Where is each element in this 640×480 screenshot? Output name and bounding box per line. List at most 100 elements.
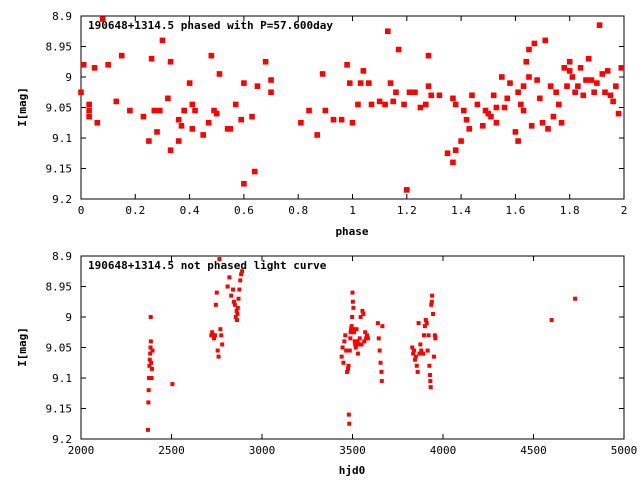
data-point xyxy=(150,348,155,353)
data-point xyxy=(363,330,368,335)
data-point xyxy=(181,107,187,114)
data-point xyxy=(485,110,492,117)
data-point xyxy=(99,16,106,22)
x-tick-label: 0 xyxy=(78,204,85,217)
data-point xyxy=(146,400,151,405)
y-tick-label: 9 xyxy=(65,311,72,324)
data-point xyxy=(520,83,527,89)
data-point xyxy=(419,348,424,353)
data-point xyxy=(549,318,554,323)
data-point xyxy=(208,52,215,59)
data-point xyxy=(353,345,358,350)
data-point xyxy=(534,77,540,83)
data-point xyxy=(241,80,247,86)
x-tick-label: 2500 xyxy=(158,444,185,457)
data-point xyxy=(427,372,432,377)
data-point xyxy=(344,348,349,353)
data-point xyxy=(167,58,174,65)
data-point xyxy=(604,68,611,74)
data-point xyxy=(212,333,217,338)
data-point xyxy=(580,92,587,99)
data-point xyxy=(225,284,230,289)
data-point xyxy=(349,327,354,332)
data-point xyxy=(430,293,435,298)
data-point xyxy=(450,95,456,102)
data-point xyxy=(234,308,239,313)
data-point xyxy=(167,147,174,153)
data-point xyxy=(429,302,434,307)
data-point xyxy=(507,80,513,86)
data-point xyxy=(378,360,383,365)
data-point xyxy=(127,107,133,114)
x-tick-label: 3500 xyxy=(339,444,366,457)
data-point xyxy=(345,369,350,374)
data-point xyxy=(238,278,243,283)
data-point xyxy=(298,119,304,126)
y-tick-label: 9.1 xyxy=(52,372,72,385)
phased-light-curve-panel: 190648+1314.5 phased with P=57.600day ph… xyxy=(16,10,627,238)
data-point xyxy=(412,348,417,353)
data-point xyxy=(239,272,244,277)
data-point xyxy=(86,101,92,108)
data-point xyxy=(607,92,614,99)
data-point xyxy=(553,89,559,96)
data-point xyxy=(428,385,433,390)
data-point xyxy=(412,357,417,362)
data-point xyxy=(421,333,426,338)
data-point xyxy=(583,77,589,83)
data-point xyxy=(330,116,337,123)
data-point xyxy=(428,92,435,99)
data-point xyxy=(412,89,418,96)
data-point xyxy=(429,299,434,304)
data-point xyxy=(146,388,151,393)
data-point xyxy=(382,101,388,108)
data-point xyxy=(80,62,87,68)
data-point xyxy=(170,382,175,387)
data-point xyxy=(350,290,355,295)
data-point xyxy=(588,77,595,83)
data-point xyxy=(556,101,562,108)
y-axis-label: I[mag] xyxy=(16,87,29,127)
x-tick-label: 2000 xyxy=(68,444,95,457)
data-point xyxy=(314,132,321,138)
data-point xyxy=(210,330,215,335)
data-point xyxy=(474,101,481,108)
data-point xyxy=(211,107,217,114)
data-point xyxy=(547,83,554,89)
data-point xyxy=(86,113,92,120)
data-point xyxy=(591,89,597,96)
data-point xyxy=(346,412,351,417)
data-point xyxy=(376,98,383,105)
data-point xyxy=(421,351,426,356)
data-point xyxy=(572,89,578,96)
x-tick-label: 4000 xyxy=(430,444,457,457)
y-tick-label: 9.2 xyxy=(52,433,72,446)
data-point xyxy=(566,58,573,65)
data-point xyxy=(149,360,154,365)
data-point xyxy=(113,98,120,105)
data-point xyxy=(357,336,362,341)
data-point xyxy=(148,55,155,62)
data-point xyxy=(368,101,375,108)
data-point xyxy=(339,354,344,359)
y-tick-label: 8.9 xyxy=(52,250,72,263)
data-point xyxy=(346,80,353,86)
data-point xyxy=(526,46,532,53)
unphased-light-curve-panel: 190648+1314.5 not phased light curve hjd… xyxy=(16,250,637,477)
data-point xyxy=(390,98,397,105)
data-point xyxy=(347,348,352,353)
y-tick-label: 9.15 xyxy=(46,403,73,416)
data-point xyxy=(375,321,380,326)
data-point xyxy=(268,77,274,83)
data-point xyxy=(319,71,326,77)
data-point xyxy=(431,311,436,316)
x-tick-label: 0.2 xyxy=(125,204,145,217)
data-point xyxy=(566,68,573,74)
data-point xyxy=(362,339,367,344)
y-tick-label: 8.95 xyxy=(46,41,73,54)
data-point xyxy=(488,113,494,120)
data-point xyxy=(231,299,236,304)
data-point xyxy=(86,107,92,114)
data-point xyxy=(469,92,475,99)
y-tick-label: 9.05 xyxy=(46,102,73,115)
